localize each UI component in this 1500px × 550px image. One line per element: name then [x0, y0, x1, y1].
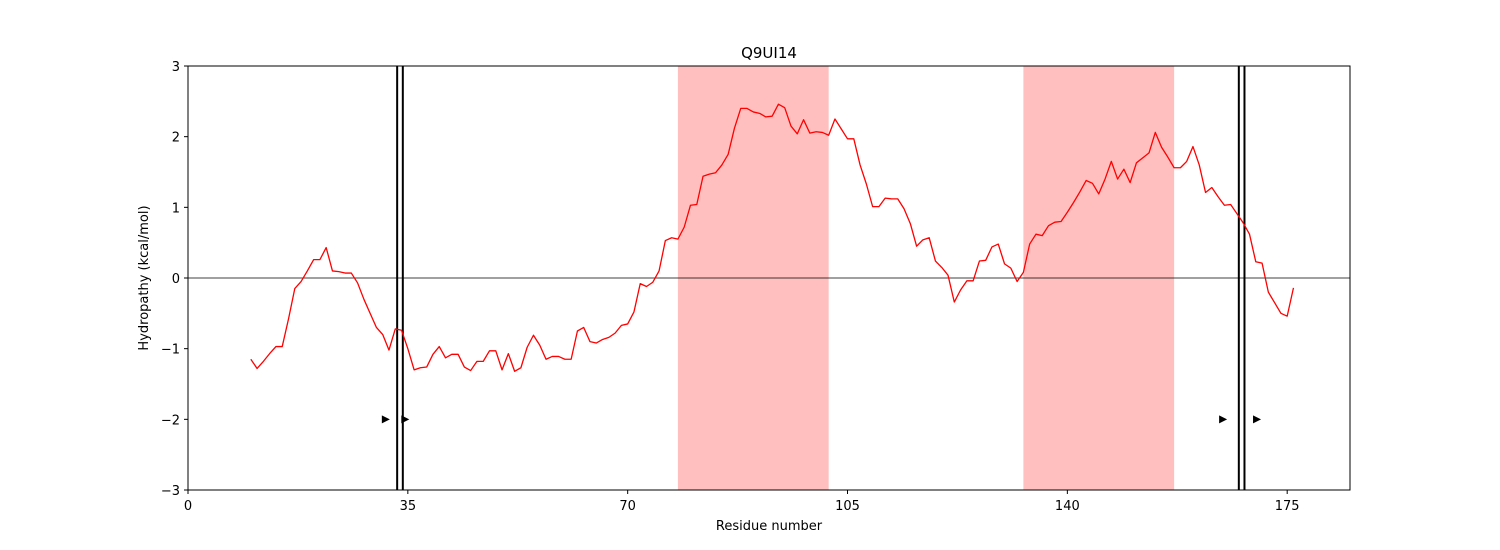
y-tick-label: 2 [172, 131, 180, 146]
y-tick-label: 1 [172, 201, 180, 216]
y-tick-label: −2 [161, 413, 180, 428]
y-axis-ticks: −3 −2 −1 0 1 2 3 [161, 60, 188, 499]
y-tick-label: 0 [172, 272, 180, 287]
y-tick-label: −3 [161, 484, 180, 499]
x-axis-ticks: 0 35 70 105 140 175 [184, 490, 1300, 514]
x-tick-label: 140 [1055, 499, 1080, 514]
arrow-marker-1 [381, 415, 390, 424]
arrow-marker-3 [1219, 415, 1228, 424]
x-tick-label: 70 [619, 499, 636, 514]
y-tick-label: −1 [161, 343, 180, 358]
x-tick-label: 0 [184, 499, 192, 514]
x-tick-label: 105 [835, 499, 860, 514]
hydropathy-series [250, 103, 1295, 372]
arrow-marker-2 [401, 415, 410, 424]
arrow-marker-4 [1253, 415, 1262, 424]
x-axis-label: Residue number [716, 519, 823, 534]
arrow-markers [381, 415, 1262, 424]
x-tick-label: 35 [400, 499, 417, 514]
y-tick-label: 3 [172, 60, 180, 75]
y-axis-label: Hydropathy (kcal/mol) [137, 205, 152, 350]
chart-title: Q9UI14 [741, 44, 797, 62]
x-tick-label: 175 [1275, 499, 1300, 514]
hydropathy-line [250, 103, 1295, 372]
